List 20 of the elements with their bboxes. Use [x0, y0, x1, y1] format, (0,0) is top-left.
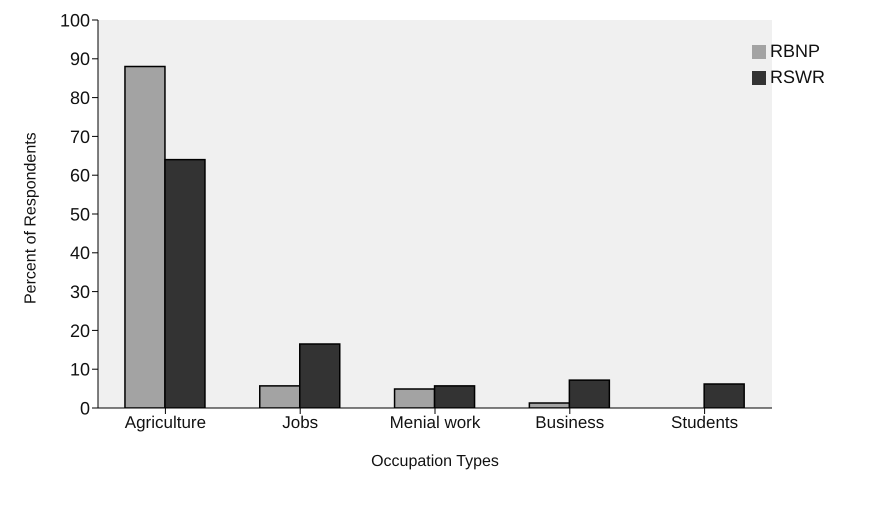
x-tick-label: Jobs — [282, 413, 318, 432]
y-tick-label: 30 — [70, 282, 90, 302]
y-tick-label: 50 — [70, 204, 90, 224]
y-tick-label: 40 — [70, 243, 90, 264]
x-tick-label: Menial work — [390, 413, 481, 432]
y-tick-label: 20 — [70, 320, 90, 341]
y-tick-label: 80 — [70, 88, 90, 108]
y-tick-label: 70 — [70, 126, 90, 147]
y-tick-label: 0 — [80, 398, 90, 418]
legend-label: RBNP — [770, 41, 820, 61]
legend-label: RSWR — [770, 67, 825, 87]
y-tick-label: 60 — [70, 166, 90, 186]
x-axis-title: Occupation Types — [371, 453, 499, 470]
y-tick-label: 10 — [70, 360, 90, 380]
y-tick-label: 90 — [70, 49, 90, 70]
y-axis-title: Percent of Respondents — [22, 132, 40, 304]
x-tick-label: Students — [671, 413, 738, 432]
x-tick-label: Business — [535, 413, 604, 432]
y-tick-label: 100 — [60, 10, 90, 30]
x-tick-label: Agriculture — [124, 413, 206, 432]
